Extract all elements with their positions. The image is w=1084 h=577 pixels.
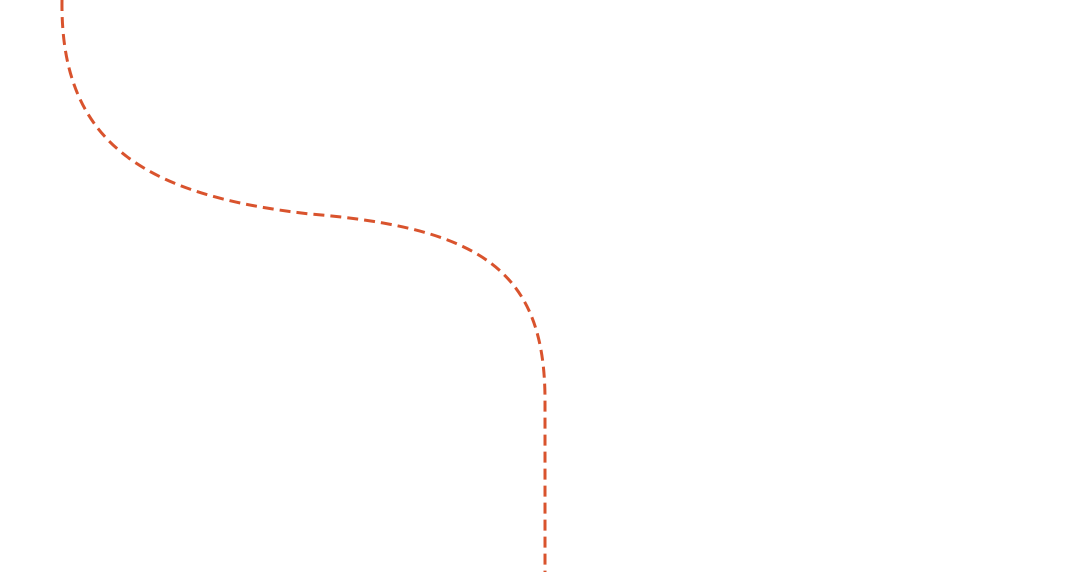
dashed-connector-line: [60, 0, 547, 572]
